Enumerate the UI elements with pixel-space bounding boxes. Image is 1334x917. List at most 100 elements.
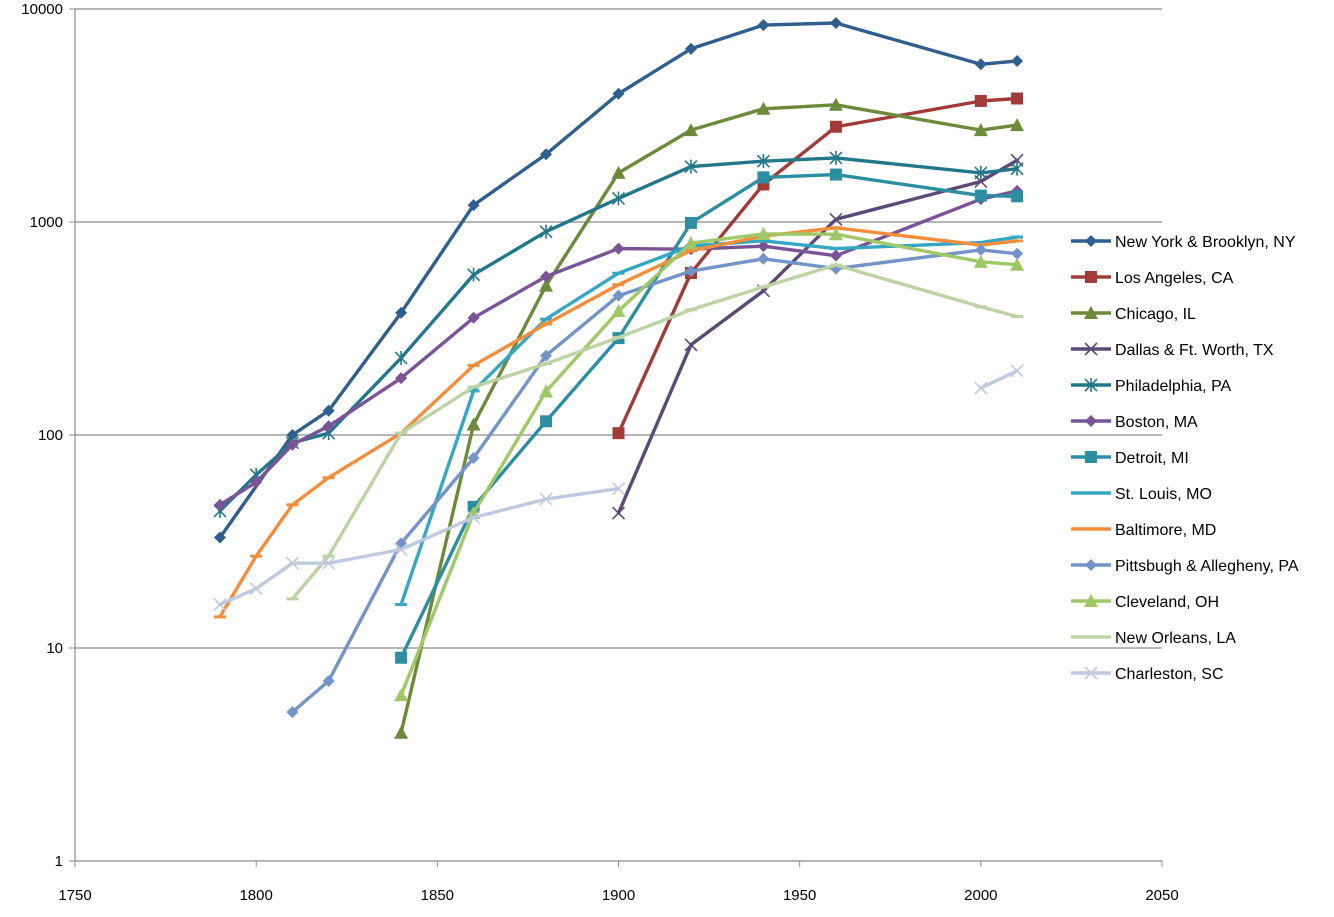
data-point-dallas-and-ft-worth-tx: [611, 506, 626, 520]
data-point-cleveland-oh: [828, 227, 843, 241]
data-point-pittsbugh-and-allegheny-pa: [1011, 247, 1024, 260]
data-point-pittsbugh-and-allegheny-pa: [757, 252, 770, 265]
data-point-philadelphia-pa: [756, 154, 770, 169]
data-point-pittsbugh-and-allegheny-pa: [540, 349, 553, 362]
legend-entry-detroit-mi: Detroit, MI: [1071, 450, 1189, 467]
data-point-boston-ma: [829, 249, 842, 262]
data-point-new-york-and-brooklyn-ny: [322, 404, 335, 417]
legend-swatch-marker: [1084, 342, 1098, 356]
data-point-detroit-mi: [684, 216, 697, 229]
series-line-los-angeles-ca: [616, 96, 1019, 435]
legend-label: Detroit, MI: [1115, 450, 1189, 467]
x-tick-label: 1850: [421, 887, 454, 904]
legend-label: Pittsbugh & Allegheny, PA: [1115, 558, 1299, 575]
legend-swatch-marker: [1085, 415, 1097, 427]
data-point-cleveland-oh: [394, 688, 409, 702]
data-point-detroit-mi: [395, 651, 408, 664]
data-point-charleston-sc: [539, 492, 553, 506]
data-point-chicago-il: [828, 97, 843, 111]
data-point-chicago-il: [611, 165, 626, 179]
series-dallas-and-ft-worth-tx: [611, 153, 1024, 520]
legend-label: Philadelphia, PA: [1115, 378, 1232, 395]
x-tick-label: 1750: [58, 887, 91, 904]
legend-label: Baltimore, MD: [1115, 522, 1216, 539]
data-point-chicago-il: [394, 725, 409, 739]
data-point-charleston-sc: [1010, 364, 1024, 378]
y-tick-label: 1000: [30, 214, 63, 231]
data-point-pittsbugh-and-allegheny-pa: [684, 265, 697, 278]
data-point-cleveland-oh: [539, 384, 554, 398]
data-point-chicago-il: [539, 278, 554, 292]
data-point-detroit-mi: [757, 171, 770, 184]
data-point-cleveland-oh: [973, 254, 988, 268]
legend-entry-pittsbugh-and-allegheny-pa: Pittsbugh & Allegheny, PA: [1071, 558, 1299, 575]
x-tick-label: 1900: [602, 887, 635, 904]
data-point-philadelphia-pa: [829, 150, 843, 165]
series-line-chicago-il: [399, 103, 1019, 735]
data-point-los-angeles-ca: [612, 427, 625, 440]
legend-label: Chicago, IL: [1115, 306, 1196, 323]
data-point-boston-ma: [467, 311, 480, 324]
legend-entry-cleveland-oh: Cleveland, OH: [1071, 594, 1219, 611]
data-point-pittsbugh-and-allegheny-pa: [467, 451, 480, 464]
legend-entry-boston-ma: Boston, MA: [1071, 414, 1198, 431]
data-point-new-york-and-brooklyn-ny: [684, 42, 697, 55]
data-point-charleston-sc: [213, 597, 227, 612]
series-line-new-york-and-brooklyn-ny: [218, 21, 1019, 540]
series-charleston-sc: [213, 364, 1024, 612]
legend-entry-chicago-il: Chicago, IL: [1071, 306, 1196, 323]
series-new-york-and-brooklyn-ny: [213, 16, 1024, 544]
data-point-new-york-and-brooklyn-ny: [286, 429, 299, 441]
y-tick-label: 100: [38, 427, 63, 444]
data-point-los-angeles-ca: [829, 120, 842, 133]
legend-entry-philadelphia-pa: Philadelphia, PA: [1071, 378, 1232, 395]
legend-label: Cleveland, OH: [1115, 594, 1219, 611]
y-tick-label: 10000: [21, 1, 63, 18]
data-point-chicago-il: [1010, 118, 1025, 132]
series-line-boston-ma: [218, 189, 1019, 507]
data-point-chicago-il: [756, 101, 771, 115]
data-point-charleston-sc: [285, 556, 299, 570]
data-point-boston-ma: [213, 498, 226, 511]
data-point-chicago-il: [683, 123, 698, 137]
series-new-orleans-la: [286, 263, 1024, 601]
data-point-new-york-and-brooklyn-ny: [974, 58, 987, 71]
legend-entry-dallas-and-ft-worth-tx: Dallas & Ft. Worth, TX: [1071, 342, 1274, 359]
data-point-pittsbugh-and-allegheny-pa: [974, 243, 987, 256]
data-point-boston-ma: [250, 476, 263, 489]
legend-entry-st-louis-mo: St. Louis, MO: [1071, 486, 1212, 503]
legend-entry-new-york-and-brooklyn-ny: New York & Brooklyn, NY: [1071, 234, 1296, 251]
legend-swatch-marker: [1084, 378, 1098, 392]
legend-swatch-marker: [1084, 306, 1098, 319]
data-point-boston-ma: [540, 270, 553, 283]
data-point-pittsbugh-and-allegheny-pa: [286, 706, 299, 719]
data-point-philadelphia-pa: [684, 159, 698, 174]
data-point-cleveland-oh: [756, 227, 771, 241]
legend-label: Los Angeles, CA: [1115, 270, 1234, 287]
data-point-boston-ma: [395, 372, 408, 385]
data-point-los-angeles-ca: [974, 94, 987, 107]
series-pittsbugh-and-allegheny-pa: [286, 243, 1024, 719]
data-point-new-york-and-brooklyn-ny: [395, 306, 408, 319]
data-point-detroit-mi: [974, 189, 987, 202]
data-point-philadelphia-pa: [974, 165, 988, 180]
data-point-new-york-and-brooklyn-ny: [757, 19, 770, 32]
data-point-chicago-il: [973, 123, 988, 137]
legend-entry-charleston-sc: Charleston, SC: [1071, 666, 1224, 683]
data-point-charleston-sc: [322, 556, 336, 570]
legend-swatch-marker: [1084, 666, 1098, 680]
axes: 1 10 100 1000 10000 1750 1800 1850 1900 1950 2000 2…: [21, 1, 1178, 904]
data-point-dallas-and-ft-worth-tx: [684, 338, 698, 352]
legend-swatch-marker: [1085, 559, 1097, 571]
data-point-detroit-mi: [829, 168, 842, 181]
data-point-new-york-and-brooklyn-ny: [612, 87, 625, 100]
legend-entry-baltimore-md: Baltimore, MD: [1071, 522, 1216, 539]
data-point-new-york-and-brooklyn-ny: [213, 531, 226, 544]
data-point-new-york-and-brooklyn-ny: [1011, 54, 1024, 67]
series-cleveland-oh: [394, 227, 1025, 702]
legend-label: Charleston, SC: [1115, 666, 1224, 683]
data-point-philadelphia-pa: [611, 191, 626, 206]
series-line-charleston-sc: [979, 369, 1019, 390]
